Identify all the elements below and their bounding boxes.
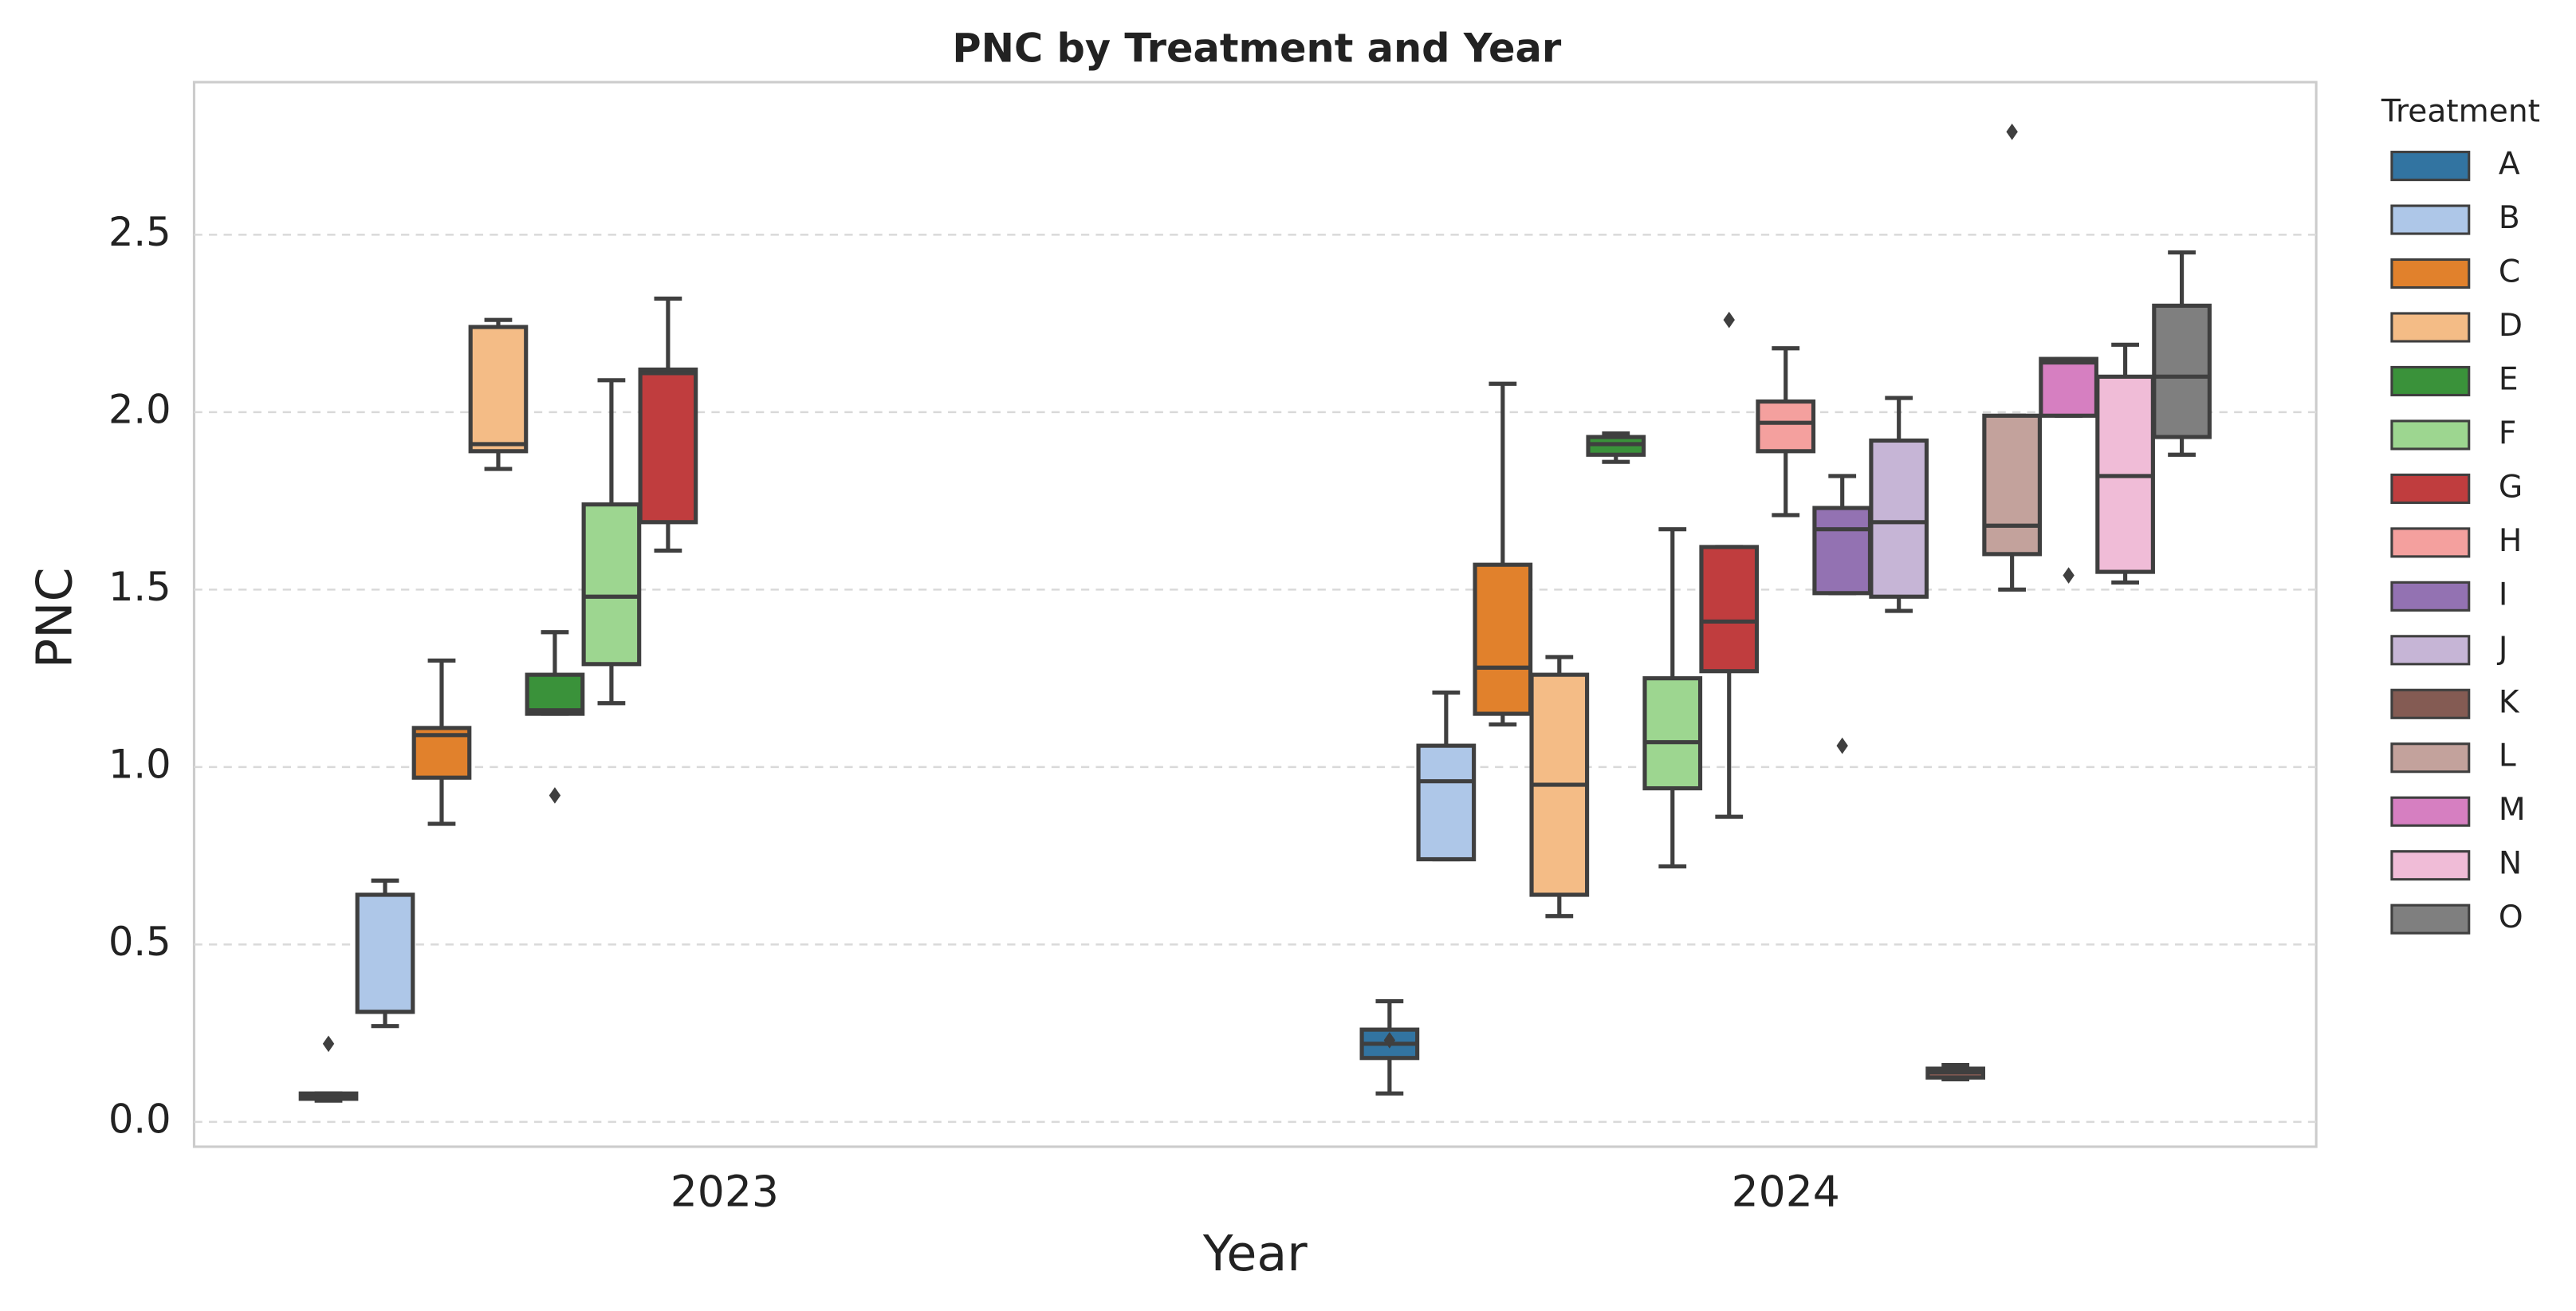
outlier: [1383, 1032, 1396, 1049]
y-tick-label: 0.0: [108, 1096, 171, 1142]
legend-label: A: [2499, 147, 2520, 183]
box: [2152, 303, 2212, 439]
box: [2039, 356, 2098, 418]
x-axis-label: Year: [1202, 1225, 1308, 1282]
legend-swatch: [2390, 742, 2471, 774]
legend-label: L: [2499, 738, 2516, 774]
box: [1699, 545, 1760, 674]
y-tick-label: 1.0: [108, 741, 171, 787]
box: [355, 892, 415, 1014]
legend-label: K: [2499, 684, 2520, 720]
box: [1473, 562, 1533, 716]
legend-label: O: [2499, 900, 2523, 935]
box: [638, 367, 698, 525]
legend-swatch: [2390, 527, 2471, 558]
legend-label: I: [2499, 577, 2508, 612]
box: [1756, 399, 1816, 454]
y-tick-label: 2.5: [108, 209, 171, 255]
legend-label: G: [2499, 469, 2523, 505]
legend-swatch: [2390, 581, 2471, 612]
box: [1416, 743, 1477, 862]
plot-frame: [192, 81, 2318, 1148]
legend-title: Treatment: [2381, 94, 2540, 130]
box: [1869, 438, 1929, 599]
legend-label: C: [2499, 254, 2520, 290]
y-tick-label: 2.0: [108, 386, 171, 432]
legend-label: H: [2499, 523, 2522, 559]
outlier: [1836, 737, 1848, 754]
legend-label: E: [2499, 361, 2519, 397]
x-tick-label: 2024: [1732, 1166, 1840, 1216]
legend-swatch: [2390, 850, 2471, 881]
y-axis-label: PNC: [26, 567, 84, 668]
box: [525, 672, 585, 716]
legend-swatch: [2390, 258, 2471, 289]
legend-label: B: [2499, 200, 2520, 236]
legend-swatch: [2390, 688, 2471, 719]
chart-title: PNC by Treatment and Year: [952, 25, 1562, 71]
legend-label: N: [2499, 846, 2522, 882]
outlier: [1723, 311, 1735, 329]
y-tick-label: 0.5: [108, 919, 171, 965]
legend-swatch: [2390, 151, 2471, 182]
legend-swatch: [2390, 204, 2471, 235]
box: [1812, 506, 1873, 596]
y-tick-label: 1.5: [108, 564, 171, 610]
legend-label: M: [2499, 792, 2526, 828]
box: [581, 502, 642, 667]
legend-swatch: [2390, 365, 2471, 397]
box: [1982, 413, 2042, 557]
legend-swatch: [2390, 473, 2471, 504]
legend-label: D: [2499, 308, 2523, 344]
legend-label: J: [2496, 631, 2508, 667]
legend-label: F: [2499, 415, 2517, 451]
legend-swatch: [2390, 312, 2471, 343]
legend-swatch: [2390, 635, 2471, 666]
legend-swatch: [2390, 419, 2471, 451]
box: [1642, 676, 1703, 791]
legend-swatch: [2390, 904, 2471, 935]
outlier: [549, 787, 561, 804]
legend-swatch: [2390, 796, 2471, 827]
x-tick-label: 2023: [671, 1166, 779, 1216]
box: [468, 325, 529, 454]
